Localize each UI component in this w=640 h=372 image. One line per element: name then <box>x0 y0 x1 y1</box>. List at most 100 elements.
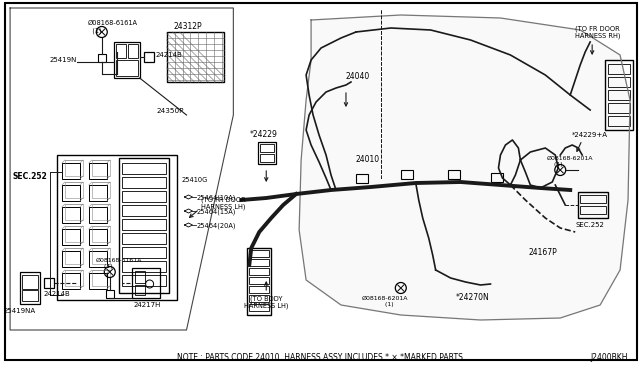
Text: 25464(15A): 25464(15A) <box>196 208 236 215</box>
Text: 24214B: 24214B <box>44 291 71 297</box>
Polygon shape <box>299 15 630 320</box>
Bar <box>122 205 166 216</box>
Bar <box>132 268 159 298</box>
Bar <box>356 174 368 183</box>
Bar <box>608 90 630 100</box>
Text: Ø08168-6201A
    (1): Ø08168-6201A (1) <box>547 156 593 167</box>
Bar <box>65 160 83 176</box>
Bar <box>122 219 166 230</box>
Text: *24229: *24229 <box>250 130 277 139</box>
Text: Ø08168-6161A
    (1): Ø08168-6161A (1) <box>96 258 142 269</box>
Bar <box>128 44 138 58</box>
Bar <box>250 286 269 293</box>
Bar <box>608 103 630 113</box>
Text: 24010: 24010 <box>356 155 380 164</box>
Bar <box>89 207 107 223</box>
Bar <box>492 173 504 182</box>
Bar <box>65 204 83 220</box>
Bar <box>44 278 54 288</box>
Bar <box>89 229 107 245</box>
Bar <box>89 251 107 267</box>
Bar <box>134 271 145 283</box>
Bar <box>116 44 125 58</box>
Bar <box>89 185 107 201</box>
Bar <box>62 163 80 179</box>
Text: 24167P: 24167P <box>529 248 557 257</box>
Bar <box>62 207 80 223</box>
Bar <box>580 195 606 203</box>
Bar <box>92 226 109 242</box>
Text: SEC.252: SEC.252 <box>575 222 604 228</box>
Text: SEC.252: SEC.252 <box>12 172 47 181</box>
Bar <box>92 182 109 198</box>
Text: 24217H: 24217H <box>134 302 161 308</box>
Bar <box>605 60 633 130</box>
Bar <box>89 163 107 179</box>
Bar <box>122 247 166 258</box>
Bar <box>65 226 83 242</box>
Text: 25419N: 25419N <box>49 57 77 63</box>
Bar <box>22 275 38 289</box>
Bar <box>65 270 83 286</box>
Text: (TO BODY
HARNESS LH): (TO BODY HARNESS LH) <box>244 295 289 309</box>
Text: 25419NA: 25419NA <box>4 308 36 314</box>
Bar <box>92 160 109 176</box>
Bar <box>62 185 80 201</box>
Bar <box>122 177 166 188</box>
Bar <box>62 251 80 267</box>
Bar <box>260 144 274 152</box>
Bar <box>62 229 80 245</box>
Bar <box>57 155 177 300</box>
Bar <box>92 248 109 264</box>
Text: 24350P: 24350P <box>157 108 184 114</box>
Bar <box>122 233 166 244</box>
Bar <box>122 163 166 174</box>
Bar <box>608 64 630 74</box>
Bar <box>250 259 269 266</box>
Bar <box>62 273 80 289</box>
Bar <box>250 250 269 257</box>
Bar <box>114 42 140 78</box>
Bar <box>259 142 276 164</box>
Bar <box>122 261 166 272</box>
Bar <box>122 191 166 202</box>
Text: 24312P: 24312P <box>173 22 202 31</box>
Bar <box>22 290 38 301</box>
Text: (TO FR DOOR
HARNESS RH): (TO FR DOOR HARNESS RH) <box>575 25 621 39</box>
Bar <box>122 275 166 286</box>
Text: (TO FR DOOR
HARNESS LH): (TO FR DOOR HARNESS LH) <box>202 196 246 210</box>
Text: NOTE : PARTS CODE 24010  HARNESS ASSY INCLUDES * × *MARKED PARTS.: NOTE : PARTS CODE 24010 HARNESS ASSY INC… <box>177 353 465 362</box>
Bar <box>65 248 83 264</box>
Bar <box>260 154 274 162</box>
Bar <box>608 116 630 126</box>
Bar <box>247 248 271 315</box>
Bar <box>119 158 168 293</box>
Bar <box>116 60 138 76</box>
Bar <box>166 32 225 82</box>
Bar <box>106 290 114 298</box>
Text: 25410G: 25410G <box>182 177 208 183</box>
Bar <box>92 270 109 286</box>
Bar <box>65 182 83 198</box>
Bar <box>92 204 109 220</box>
Bar <box>143 52 154 62</box>
Text: *24270N: *24270N <box>456 293 490 302</box>
Bar <box>401 170 413 179</box>
Bar <box>89 273 107 289</box>
Bar <box>250 277 269 284</box>
Bar <box>447 170 460 179</box>
Bar <box>134 285 145 295</box>
Text: 24040: 24040 <box>346 72 370 81</box>
Text: *24229+A: *24229+A <box>572 132 608 138</box>
Bar <box>250 304 269 311</box>
Bar <box>250 295 269 302</box>
Text: Ø08168-6161A
  (1): Ø08168-6161A (1) <box>88 20 138 33</box>
Text: 24214B: 24214B <box>156 52 182 58</box>
Bar <box>580 206 606 214</box>
Text: J2400BKH: J2400BKH <box>590 353 628 362</box>
Text: 25464(10A): 25464(10A) <box>196 194 236 201</box>
Bar <box>250 268 269 275</box>
Text: Ø08168-6201A
    (1): Ø08168-6201A (1) <box>362 296 408 307</box>
Bar <box>578 192 608 218</box>
Bar <box>608 77 630 87</box>
